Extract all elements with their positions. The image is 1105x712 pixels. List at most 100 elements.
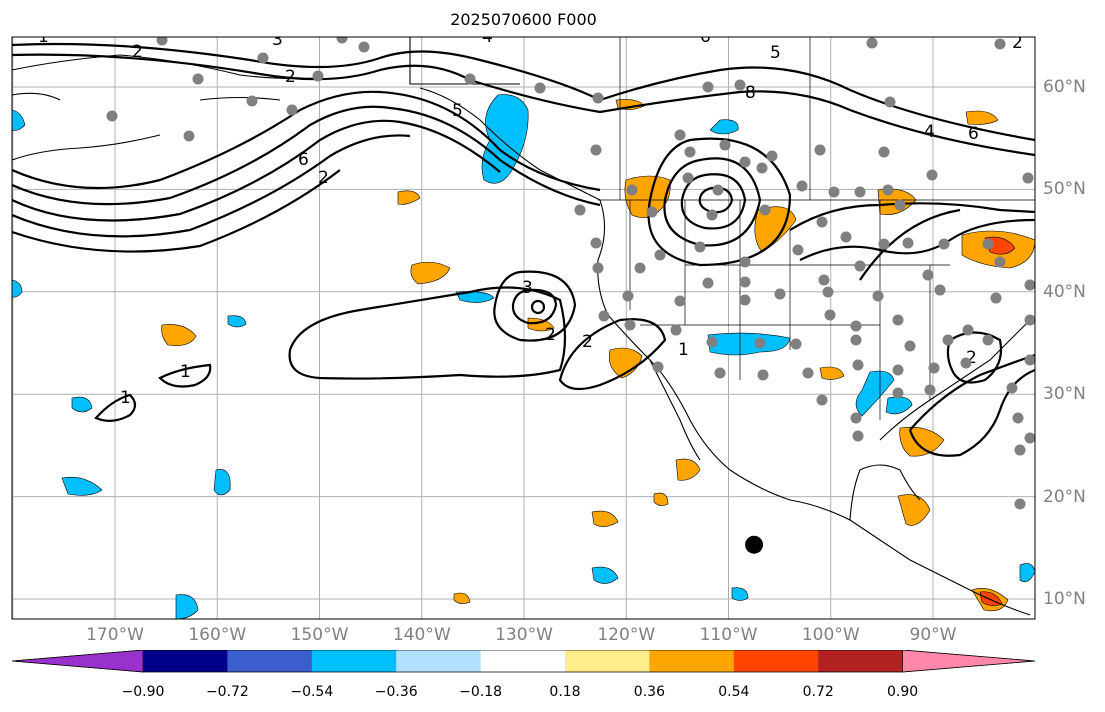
station-dot (739, 276, 751, 288)
station-dot (878, 146, 890, 158)
colorbar-frame (11, 650, 1036, 673)
longitude-label: 160°W (188, 625, 247, 645)
fill-blue (591, 566, 619, 584)
contour-label: 1 (180, 362, 191, 382)
station-dot (684, 146, 696, 158)
station-dot (156, 37, 168, 46)
station-dot (928, 362, 940, 374)
station-dot (892, 364, 904, 376)
latitude-label: 30°N (1043, 384, 1086, 405)
station-dot (694, 241, 706, 253)
contour-label: 2 (966, 348, 977, 368)
station-dot (1024, 314, 1035, 326)
station-dot (822, 286, 834, 298)
colorbar-tick-label: −0.90 (121, 684, 165, 700)
station-dot (934, 284, 946, 296)
station-dot (358, 41, 370, 53)
colorbar-tick-label: 0.18 (549, 684, 581, 700)
colorbar-tick-label: −0.54 (290, 684, 334, 700)
colorbar-tick-label: 0.54 (718, 684, 750, 700)
station-dot (850, 412, 862, 424)
station-dot (192, 73, 204, 85)
colorbar-segment (733, 650, 819, 672)
station-dot (464, 73, 476, 85)
contour-label: 5 (452, 101, 463, 121)
station-dot (756, 162, 768, 174)
longitude-label: 130°W (495, 625, 553, 645)
contour-label: 5 (770, 43, 781, 63)
fill-orange (410, 261, 451, 285)
station-dot (714, 367, 726, 379)
station-dot (866, 37, 878, 49)
fill-orange (161, 324, 197, 346)
station-dot (872, 290, 884, 302)
station-dot (706, 336, 718, 348)
station-dot (902, 237, 914, 249)
station-dot (994, 38, 1006, 50)
station-dot (922, 269, 934, 281)
fill-blue (855, 370, 895, 417)
political-borders (598, 37, 1035, 420)
colorbar (11, 650, 1036, 673)
fill-blue (731, 587, 749, 601)
station-dot (590, 144, 602, 156)
contour-label: 2 (318, 168, 329, 188)
station-dot (818, 274, 830, 286)
station-dot (706, 209, 718, 221)
station-dot (1014, 498, 1026, 510)
colorbar-extend-low (11, 650, 144, 673)
station-dot (894, 199, 906, 211)
latitude-label: 20°N (1043, 486, 1086, 507)
colorbar-segment (396, 650, 482, 672)
station-dot (850, 334, 862, 346)
fill-orange (675, 458, 701, 481)
fill-orange (897, 494, 931, 526)
station-dot (994, 256, 1006, 268)
colorbar-segment (565, 650, 650, 672)
station-dot (850, 320, 862, 332)
station-dot (990, 292, 1002, 304)
station-dot (884, 96, 896, 108)
storm-marker (745, 535, 764, 554)
station-dot (1024, 354, 1035, 366)
longitude-label: 120°W (597, 625, 656, 645)
station-dot (336, 37, 348, 44)
contour-label: 1 (120, 388, 131, 408)
contour-label: 3 (272, 30, 283, 50)
station-dot (574, 204, 586, 216)
station-dot (824, 309, 836, 321)
colorbar-tick-label: 0.72 (802, 684, 834, 700)
station-dot (790, 338, 802, 350)
station-dot (682, 172, 694, 184)
contour-label: 2 (132, 42, 143, 62)
fill-orange (624, 175, 671, 218)
fill-blue (12, 279, 23, 298)
contour-lines (12, 42, 1035, 457)
station-dot (246, 95, 258, 107)
colorbar-extend-high (902, 650, 1036, 673)
fill-orange (653, 492, 669, 506)
contour-label: 2 (285, 67, 296, 87)
station-dot (257, 52, 269, 64)
contour-label: 8 (745, 83, 756, 103)
fill-orange (819, 366, 845, 380)
longitude-label: 170°W (86, 625, 144, 645)
station-dot (1022, 172, 1034, 184)
contour-label: 2 (1012, 33, 1023, 53)
station-dot (312, 70, 324, 82)
station-dot (796, 180, 808, 192)
colorbar-tick-label: 0.36 (633, 684, 665, 700)
longitude-label: 90°W (909, 625, 957, 645)
station-dot (702, 81, 714, 93)
station-dot (816, 394, 828, 406)
fill-orange (965, 110, 999, 125)
colorbar-segment (143, 650, 228, 672)
station-dot (982, 238, 994, 250)
station-dot (183, 130, 195, 142)
latitude-label: 50°N (1043, 179, 1086, 200)
station-dot (652, 361, 664, 373)
station-dot (754, 337, 766, 349)
station-dot (904, 340, 916, 352)
station-dot (852, 359, 864, 371)
station-dot (674, 295, 686, 307)
